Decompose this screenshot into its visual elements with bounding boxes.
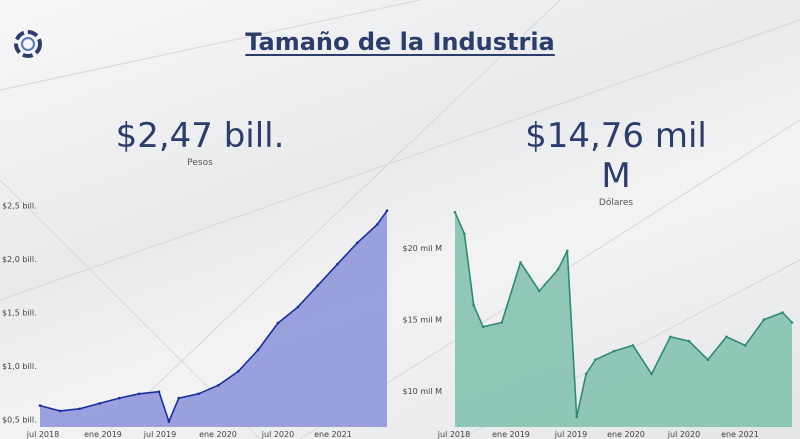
kpi-pesos-label: Pesos bbox=[187, 158, 213, 168]
pesos-x-tick-1: ene 2019 bbox=[84, 430, 122, 439]
pesos-point-2 bbox=[78, 407, 81, 411]
pesos-y-tick-3: $2,0 bill. bbox=[2, 255, 37, 264]
pesos-point-13 bbox=[276, 321, 280, 325]
pesos-x-tick-0: jul 2018 bbox=[26, 430, 59, 439]
pesos-point-14 bbox=[296, 305, 300, 309]
pesos-x-tick-3: ene 2020 bbox=[199, 430, 237, 439]
dolares-y-tick-2: $20 mil M bbox=[403, 244, 443, 253]
pesos-point-1 bbox=[58, 409, 62, 413]
dolares-point-0 bbox=[453, 211, 457, 214]
pesos-point-12 bbox=[256, 348, 260, 352]
dolares-point-15 bbox=[669, 335, 672, 339]
dolares-point-2 bbox=[472, 304, 475, 307]
pesos-y-tick-2: $1,5 bill. bbox=[2, 308, 37, 317]
pesos-x-tick-2: jul 2019 bbox=[143, 430, 176, 439]
dolares-point-10 bbox=[584, 372, 588, 376]
dolares-x-tick-0: jul 2018 bbox=[437, 430, 470, 439]
pesos-point-7 bbox=[167, 420, 171, 423]
kpi-pesos-value: $2,47 bill. bbox=[115, 116, 285, 156]
dolares-x-tick-5: ene 2021 bbox=[721, 430, 759, 439]
pesos-point-19 bbox=[385, 209, 389, 212]
pesos-point-10 bbox=[217, 383, 220, 387]
dolares-point-17 bbox=[706, 358, 710, 361]
pesos-point-18 bbox=[375, 223, 379, 226]
dolares-point-6 bbox=[538, 289, 541, 293]
dolares-point-22 bbox=[790, 321, 794, 324]
dolares-point-4 bbox=[500, 321, 504, 324]
pesos-point-0 bbox=[38, 404, 42, 407]
dolares-point-7 bbox=[556, 268, 560, 271]
chart-dolares: $10 mil M $15 mil M $20 mil M jul 2018 ene 2… bbox=[403, 211, 794, 439]
dolares-point-19 bbox=[743, 344, 747, 347]
dolares-x-tick-4: jul 2020 bbox=[667, 430, 700, 439]
pesos-point-17 bbox=[356, 241, 359, 245]
pesos-line bbox=[39, 210, 388, 423]
dolares-point-3 bbox=[481, 325, 485, 329]
dolares-point-20 bbox=[762, 318, 766, 321]
dolares-point-16 bbox=[687, 339, 691, 343]
dolares-x-tick-1: ene 2019 bbox=[492, 430, 530, 439]
pesos-point-8 bbox=[177, 396, 181, 400]
dolares-point-5 bbox=[519, 261, 522, 264]
kpi-dolares: $14,76 mil M Dólares bbox=[516, 116, 716, 208]
pesos-point-16 bbox=[336, 262, 339, 266]
pesos-y-tick-4: $2,5 bill. bbox=[2, 201, 37, 210]
kpi-dolares-label: Dólares bbox=[598, 198, 634, 208]
dolares-point-21 bbox=[781, 311, 784, 314]
dolares-point-18 bbox=[725, 335, 728, 339]
pesos-area bbox=[40, 210, 387, 427]
page-title: Tamaño de la Industria bbox=[245, 28, 555, 56]
pesos-x-tick-4: jul 2020 bbox=[261, 430, 294, 439]
pesos-point-15 bbox=[316, 284, 319, 287]
chart-pesos: $0,5 bill. $1,0 bill. $1,5 bill. $2,0 bill.… bbox=[2, 201, 389, 439]
dolares-y-tick-0: $10 mil M bbox=[403, 387, 443, 396]
pesos-point-3 bbox=[98, 402, 101, 405]
dolares-point-13 bbox=[631, 344, 635, 347]
dolares-y-tick-1: $15 mil M bbox=[403, 316, 443, 325]
dolares-point-1 bbox=[463, 232, 466, 236]
pesos-point-9 bbox=[197, 392, 200, 396]
kpi-pesos: $2,47 bill. Pesos bbox=[100, 116, 300, 168]
pesos-x-tick-5: ene 2021 bbox=[314, 430, 352, 439]
pesos-point-11 bbox=[237, 370, 240, 373]
dolares-point-14 bbox=[650, 372, 653, 376]
dolares-x-tick-3: ene 2020 bbox=[607, 430, 645, 439]
pesos-point-6 bbox=[157, 390, 161, 393]
dolares-point-11 bbox=[594, 358, 597, 361]
dolares-point-8 bbox=[566, 249, 569, 253]
pesos-y-tick-0: $0,5 bill. bbox=[2, 416, 37, 425]
dolares-point-9 bbox=[575, 415, 578, 419]
dolares-area bbox=[455, 212, 792, 427]
dolares-x-tick-2: jul 2019 bbox=[554, 430, 587, 439]
pesos-point-5 bbox=[137, 392, 141, 396]
dolares-point-12 bbox=[612, 349, 616, 353]
kpi-dolares-value: $14,76 mil M bbox=[525, 116, 707, 196]
pesos-y-tick-1: $1,0 bill. bbox=[2, 362, 37, 371]
company-logo bbox=[14, 30, 42, 58]
pesos-point-4 bbox=[118, 396, 121, 400]
